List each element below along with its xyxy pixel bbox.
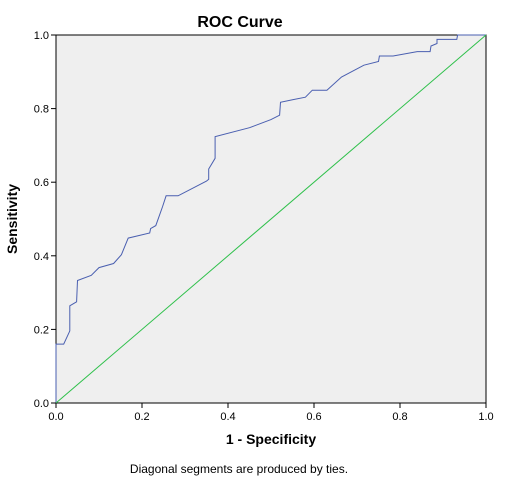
y-tick-label: 0.2 <box>34 324 49 336</box>
footnote: Diagonal segments are produced by ties. <box>130 462 348 476</box>
roc-curve-line <box>55 34 486 403</box>
x-axis-label: 1 - Specificity <box>226 431 316 447</box>
x-tick-label: 1.0 <box>478 411 493 423</box>
y-tick-label: 0.8 <box>34 104 49 116</box>
y-axis-label: Sensitivity <box>4 184 20 254</box>
chart-title: ROC Curve <box>197 14 282 31</box>
y-tick-label: 0.6 <box>34 177 49 189</box>
series-layer <box>55 34 487 404</box>
x-tick-label: 0.4 <box>220 411 235 423</box>
x-tick-label: 0.6 <box>306 411 321 423</box>
y-tick-label: 1.0 <box>34 30 49 42</box>
axis-layer: 0.0 0.2 0.4 0.6 0.8 1.0 0.0 0.2 0.4 0.6 0.8 1.0 <box>34 30 494 423</box>
y-tick-label: 0.0 <box>34 398 49 410</box>
x-tick-label: 0.8 <box>392 411 407 423</box>
y-tick-label: 0.4 <box>34 251 49 263</box>
reference-diagonal-line <box>55 34 487 404</box>
x-tick-label: 0.0 <box>48 411 63 423</box>
x-tick-label: 0.2 <box>134 411 149 423</box>
